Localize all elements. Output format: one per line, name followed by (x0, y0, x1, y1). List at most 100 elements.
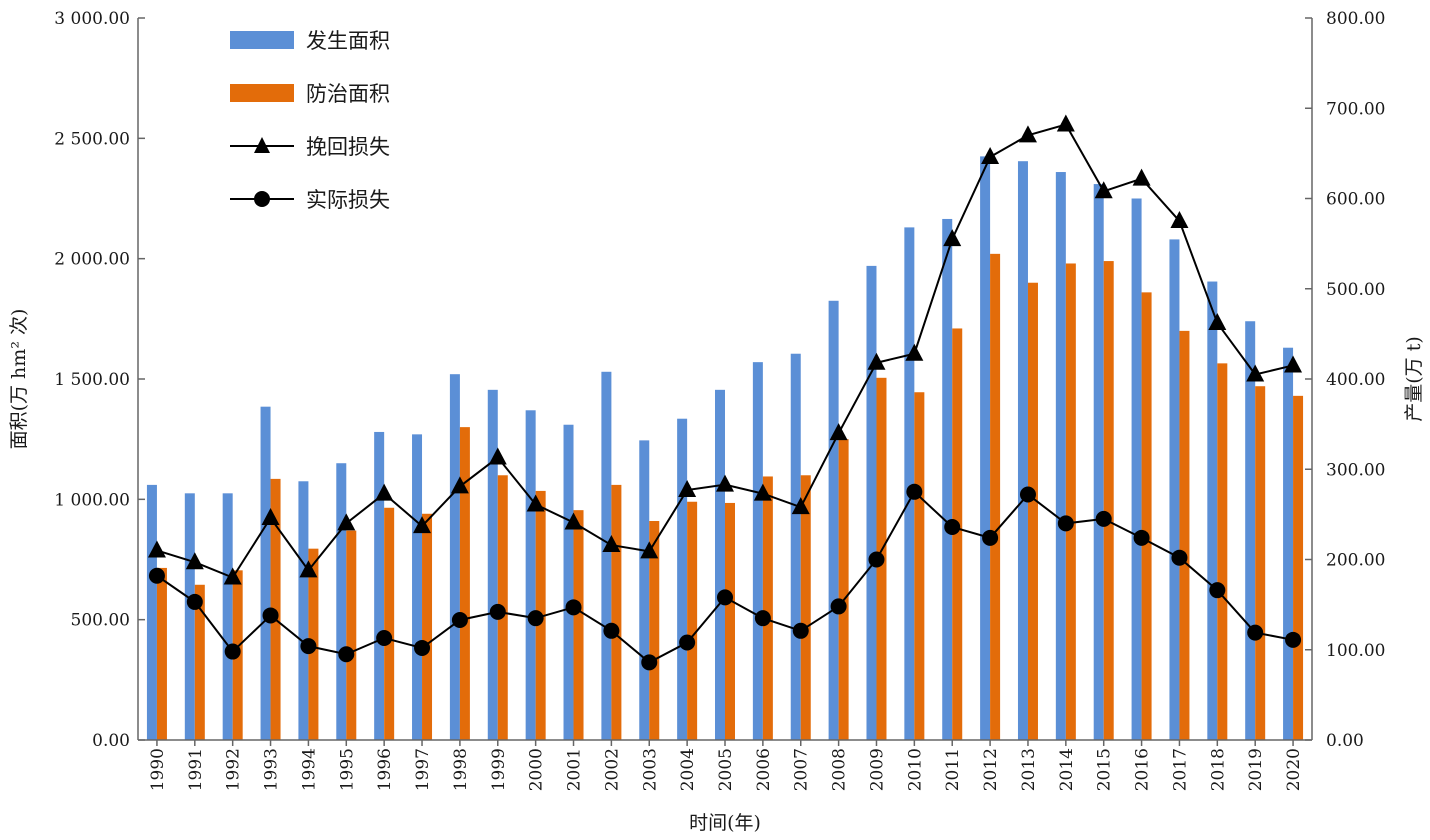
point-actual-1999 (489, 603, 506, 620)
point-recovered-2001 (564, 512, 583, 530)
point-recovered-2017 (1170, 211, 1189, 229)
bar-control-2017 (1179, 330, 1190, 740)
point-actual-2002 (603, 622, 620, 639)
x-tick-label-1992: 1992 (224, 748, 244, 791)
point-actual-1991 (186, 593, 203, 610)
point-actual-2007 (792, 622, 809, 639)
point-recovered-1998 (450, 476, 469, 494)
lines-layer (147, 114, 1303, 671)
point-actual-1994 (300, 638, 317, 655)
bar-occurrence-2001 (563, 424, 574, 740)
bar-control-2011 (952, 328, 963, 740)
point-recovered-2010 (905, 343, 924, 361)
bar-control-2019 (1255, 386, 1266, 740)
bar-control-1998 (459, 427, 470, 740)
point-actual-2006 (754, 610, 771, 627)
bar-occurrence-2005 (715, 389, 725, 740)
point-actual-1996 (376, 630, 393, 647)
y-tick-left-label: 500.00 (71, 611, 130, 631)
bar-control-2004 (687, 501, 698, 740)
bar-occurrence-2002 (601, 371, 612, 740)
bar-occurrence-2009 (866, 265, 877, 740)
bar-control-2013 (1027, 282, 1038, 740)
point-actual-2012 (982, 529, 999, 546)
point-recovered-2003 (640, 541, 659, 559)
x-tick-label-1993: 1993 (262, 748, 282, 791)
bar-occurrence-2016 (1131, 198, 1142, 740)
y-tick-right-label: 300.00 (1326, 460, 1385, 480)
point-recovered-1991 (185, 552, 204, 570)
bar-occurrence-1995 (336, 463, 347, 740)
y-tick-right-label: 800.00 (1326, 9, 1385, 29)
bar-occurrence-2008 (828, 300, 839, 740)
point-actual-2010 (906, 483, 923, 500)
bar-occurrence-2006 (752, 362, 763, 740)
point-recovered-2002 (602, 535, 621, 553)
x-tick-label-2002: 2002 (602, 748, 622, 791)
point-recovered-1993 (261, 507, 280, 525)
point-recovered-1997 (413, 516, 432, 534)
y-axis-title-left: 面积(万 hm² 次) (8, 309, 30, 450)
bar-control-2008 (838, 439, 849, 740)
bar-occurrence-1998 (449, 374, 460, 740)
bar-occurrence-1990 (146, 484, 157, 740)
x-tick-label-2016: 2016 (1133, 748, 1153, 791)
x-tick-label-1995: 1995 (337, 748, 357, 791)
y-tick-left-label: 2 500.00 (54, 129, 130, 149)
bar-occurrence-2003 (639, 440, 650, 740)
point-actual-2001 (565, 599, 582, 616)
y-tick-right-label: 200.00 (1326, 551, 1385, 571)
x-tick-label-2017: 2017 (1170, 748, 1190, 791)
bar-occurrence-2011 (942, 218, 953, 740)
y-tick-right-label: 600.00 (1326, 190, 1385, 210)
y-axis-title-right: 产量(万 t) (1403, 336, 1425, 422)
bar-occurrence-1993 (260, 406, 271, 740)
point-actual-2018 (1209, 582, 1226, 599)
point-actual-1992 (224, 643, 241, 660)
bar-occurrence-2000 (525, 410, 536, 740)
point-actual-2000 (527, 610, 544, 627)
legend-label-control: 防治面积 (306, 82, 390, 106)
x-tick-label-2009: 2009 (867, 748, 887, 791)
bar-control-2007 (800, 475, 811, 740)
legend-marker-circle-icon (254, 191, 270, 207)
legend-swatch-control (230, 84, 294, 102)
legend-swatch-occurrence (230, 31, 294, 49)
bar-control-2010 (914, 392, 925, 740)
bar-occurrence-2010 (904, 227, 915, 740)
point-actual-1990 (148, 567, 165, 584)
x-tick-label-1998: 1998 (451, 748, 471, 791)
x-tick-label-1991: 1991 (186, 748, 206, 791)
point-recovered-2008 (829, 423, 848, 441)
point-recovered-2011 (943, 229, 962, 247)
bar-control-2003 (649, 520, 660, 740)
point-recovered-2016 (1132, 168, 1151, 186)
bar-control-2005 (725, 502, 735, 740)
point-actual-2008 (830, 598, 847, 615)
point-recovered-2013 (1018, 125, 1037, 143)
point-actual-2005 (717, 589, 733, 606)
y-tick-right-label: 700.00 (1326, 99, 1385, 119)
bar-occurrence-2013 (1017, 161, 1028, 740)
point-recovered-2007 (791, 497, 810, 515)
bar-control-1997 (422, 513, 433, 740)
bar-occurrence-1997 (412, 434, 423, 740)
bar-control-2020 (1293, 395, 1304, 740)
x-tick-label-2013: 2013 (1019, 748, 1039, 791)
point-actual-2015 (1095, 510, 1112, 527)
x-tick-label-2012: 2012 (981, 748, 1001, 791)
bar-occurrence-1992 (222, 493, 233, 740)
point-actual-2013 (1019, 486, 1036, 503)
bar-control-2018 (1217, 363, 1228, 740)
y-tick-left-label: 3 000.00 (54, 9, 130, 29)
bar-control-1995 (346, 530, 357, 740)
point-actual-1998 (451, 611, 468, 628)
bar-control-2001 (573, 510, 584, 740)
x-tick-label-2011: 2011 (943, 748, 963, 791)
x-tick-label-2020: 2020 (1284, 748, 1304, 791)
bars-layer (146, 156, 1304, 740)
point-actual-1997 (414, 639, 431, 656)
point-recovered-2009 (867, 352, 886, 370)
y-tick-right-label: 400.00 (1326, 370, 1385, 390)
